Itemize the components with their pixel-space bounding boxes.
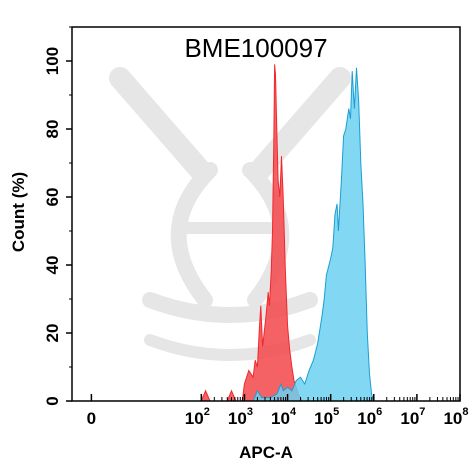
y-tick-label: 80: [43, 120, 62, 139]
x-tick-label: 105: [314, 406, 339, 428]
x-axis: 0 102 103 104 105 106 107 108: [87, 394, 469, 428]
x-tick-label: 104: [271, 406, 297, 428]
x-tick-label: 103: [228, 406, 253, 428]
x-tick-label: 107: [400, 406, 425, 428]
x-tick-label: 0: [87, 409, 96, 428]
x-tick-label: 102: [185, 406, 210, 428]
y-tick-label: 0: [43, 396, 62, 405]
y-axis-label: Count (%): [9, 172, 28, 252]
y-tick-label: 40: [43, 256, 62, 275]
series-1-area: [252, 67, 375, 402]
x-axis-label: APC-A: [239, 443, 293, 462]
x-tick-label: 106: [357, 406, 382, 428]
y-axis: 0 20 40 60 80 100: [43, 26, 72, 406]
plot-frame: [71, 26, 461, 402]
y-tick-label: 20: [43, 324, 62, 343]
watermark-logo: [109, 67, 351, 361]
y-tick-label: 100: [43, 47, 62, 75]
x-tick-label: 108: [443, 406, 468, 428]
chart-title: BME100097: [184, 33, 327, 63]
y-tick-label: 60: [43, 188, 62, 207]
